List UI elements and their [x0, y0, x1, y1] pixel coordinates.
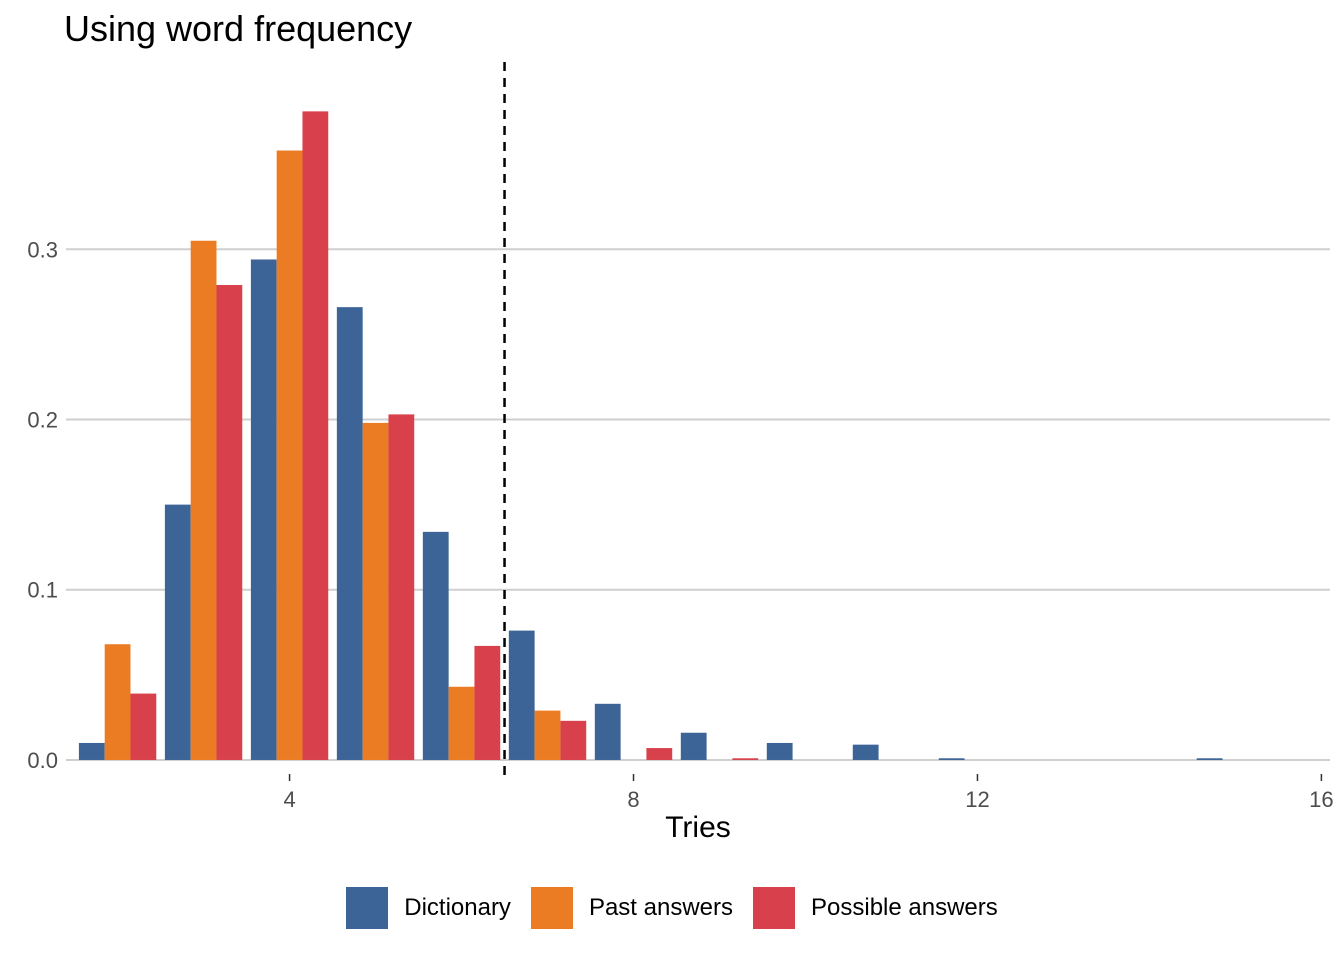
bar-dictionary [250, 259, 277, 760]
bar-possible-answers [732, 758, 759, 760]
x-tick-label: 12 [965, 787, 989, 812]
y-tick-label: 0.0 [27, 748, 58, 773]
bar-dictionary [680, 732, 707, 760]
bar-dictionary [164, 504, 191, 760]
legend-label: Past answers [588, 894, 733, 921]
bar-past-answers [448, 686, 475, 760]
legend-label: Possible answers [811, 894, 998, 921]
legend-swatch [753, 887, 795, 929]
bar-possible-answers [474, 645, 501, 760]
bar-possible-answers [302, 111, 329, 760]
bar-dictionary [336, 307, 363, 760]
bar-dictionary [422, 531, 449, 760]
bar-dictionary [78, 742, 105, 760]
bar-possible-answers [560, 720, 587, 760]
x-tick-label: 4 [283, 787, 295, 812]
x-axis-title: Tries [665, 811, 731, 844]
bar-dictionary [508, 630, 535, 760]
bar-past-answers [104, 644, 131, 760]
y-tick-label: 0.2 [27, 408, 58, 433]
bar-past-answers [362, 422, 389, 760]
bar-past-answers [276, 150, 303, 760]
bar-possible-answers [130, 693, 157, 760]
axes: 0.0 0.1 0.2 0.3 4 8 12 16 Tries [27, 237, 1333, 844]
bar-past-answers [190, 240, 217, 760]
chart-title: Using word frequency [64, 8, 413, 49]
x-tick-label: 8 [627, 787, 639, 812]
legend-label: Dictionary [404, 894, 511, 921]
legend-swatch [530, 887, 573, 929]
bar-dictionary [938, 758, 965, 760]
bar-possible-answers [216, 285, 243, 760]
y-tick-label: 0.3 [27, 237, 58, 262]
legend-item: Dictionary [346, 887, 511, 929]
bar-past-answers [534, 710, 561, 760]
bar-dictionary [852, 744, 879, 760]
legend-item: Possible answers [753, 887, 998, 929]
bars [78, 111, 1223, 760]
bar-possible-answers [646, 748, 673, 760]
bar-dictionary [594, 703, 621, 760]
bar-dictionary [766, 742, 793, 760]
bar-possible-answers [388, 414, 415, 760]
y-tick-label: 0.1 [27, 578, 58, 603]
bar-dictionary [1196, 758, 1223, 760]
chart-plot: 0.0 0.1 0.2 0.3 4 8 12 16 Tries [27, 62, 1334, 844]
x-tick-label: 16 [1309, 787, 1333, 812]
legend-swatch [346, 887, 389, 929]
legend: Dictionary Past answers Possible answers [0, 884, 1344, 932]
legend-item: Past answers [530, 887, 733, 929]
